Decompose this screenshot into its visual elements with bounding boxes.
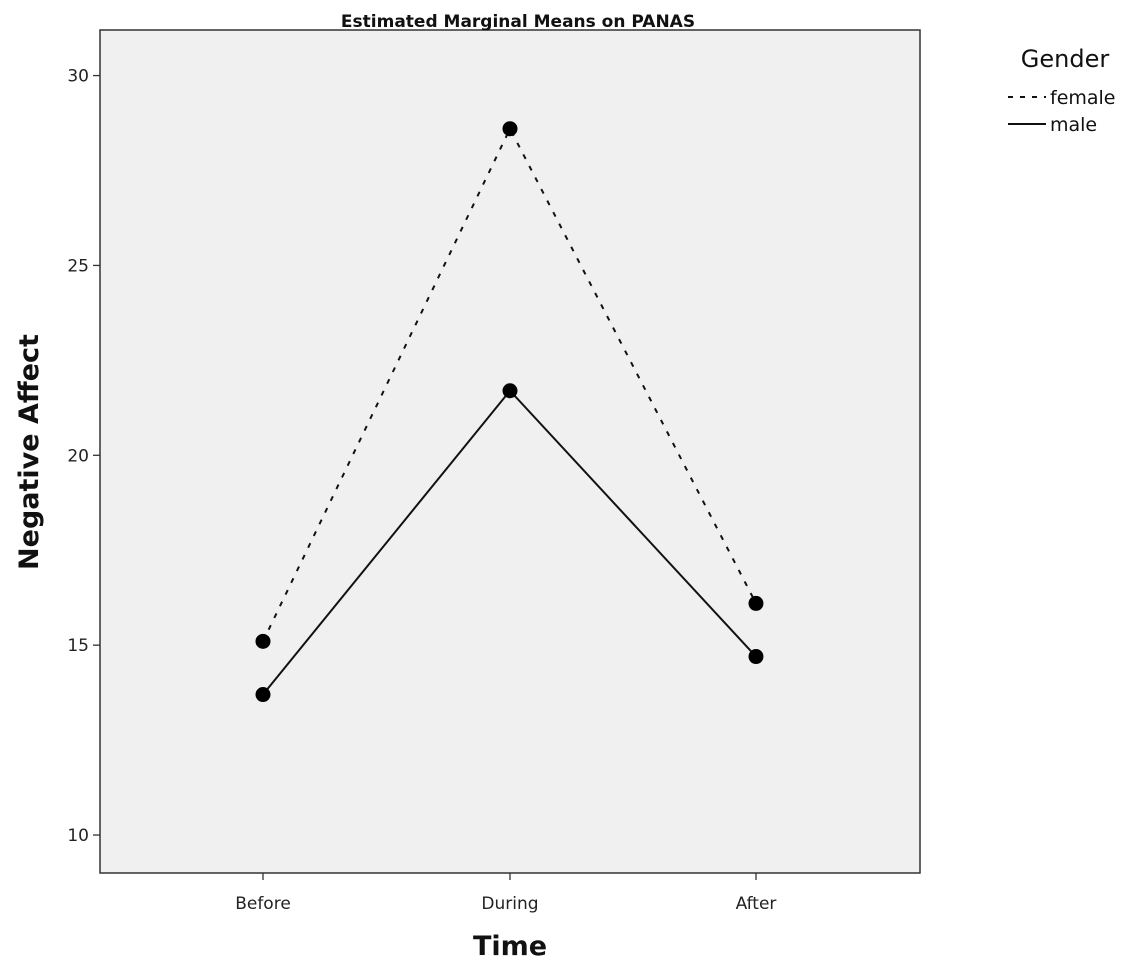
series-line-female xyxy=(262,126,757,642)
point-male-before xyxy=(255,687,271,703)
chart-title: Estimated Marginal Means on PANAS xyxy=(341,12,695,32)
y-tick-label-10: 10 xyxy=(67,826,89,846)
legend: Gender female male xyxy=(1008,45,1116,136)
legend-label-female: female xyxy=(1050,87,1116,109)
x-axis-title: Time xyxy=(473,931,547,962)
plot-area xyxy=(99,29,921,874)
y-tick-label-30: 30 xyxy=(67,67,89,87)
x-tick-label-after: After xyxy=(736,894,777,914)
legend-label-male: male xyxy=(1050,114,1097,136)
point-female-during xyxy=(502,121,518,137)
x-tick-label-before: Before xyxy=(235,894,291,914)
legend-title: Gender xyxy=(1021,45,1110,73)
y-tick-label-15: 15 xyxy=(67,636,89,656)
series-layer xyxy=(255,121,764,703)
y-tick-label-25: 25 xyxy=(67,256,89,276)
x-tick-label-during: During xyxy=(481,894,538,914)
point-male-during xyxy=(502,383,518,399)
y-axis-title: Negative Affect xyxy=(14,334,45,570)
y-axis: 10 15 20 25 30 xyxy=(67,67,100,846)
y-tick-label-20: 20 xyxy=(67,446,89,466)
point-male-after xyxy=(748,649,764,665)
point-female-before xyxy=(255,633,271,649)
x-axis: Before During After xyxy=(235,873,776,914)
point-female-after xyxy=(748,595,764,611)
